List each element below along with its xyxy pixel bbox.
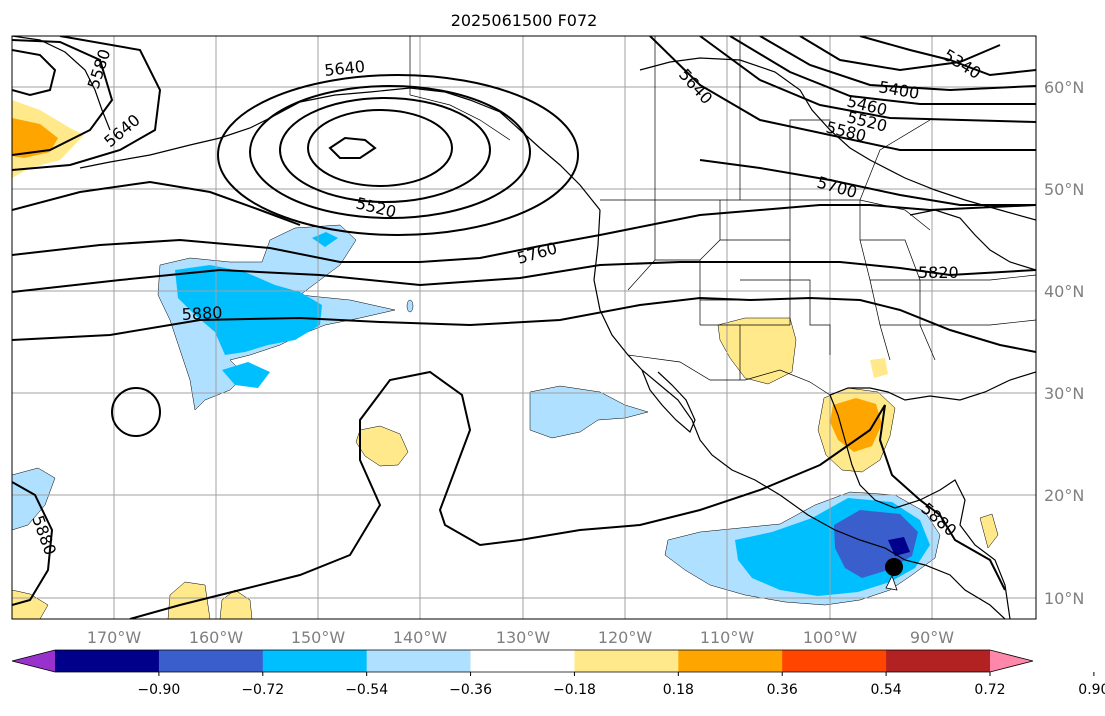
colorbar-extend-min xyxy=(12,650,55,672)
contour-low-4 xyxy=(307,109,453,187)
contour-label-5880-west: 5880 xyxy=(181,303,223,324)
anomaly-negative-far-west xyxy=(12,467,56,531)
contour-nw-low-1 xyxy=(12,49,57,97)
canada-provinces xyxy=(654,36,931,201)
colorbar-segment xyxy=(782,650,887,672)
lat-label-10n: 10°N xyxy=(1044,589,1084,608)
marker-island xyxy=(885,574,898,591)
state-lines-west xyxy=(627,200,831,380)
contour-5700-east xyxy=(699,159,1036,206)
lat-label-20n: 20°N xyxy=(1044,486,1084,505)
contour-5400-east xyxy=(799,36,1001,72)
latitude-axis: 60°N 50°N 40°N 30°N 20°N 10°N xyxy=(1044,78,1084,608)
storm-center-marker xyxy=(885,558,903,576)
lon-label-130w: 130°W xyxy=(496,628,551,647)
contour-5460-east xyxy=(759,36,1036,92)
contour-5580-east xyxy=(699,36,1036,123)
north-america-west-coast xyxy=(593,209,1006,619)
lon-label-100w: 100°W xyxy=(803,628,858,647)
colorbar-tick-label: −0.90 xyxy=(137,682,180,698)
alaska-peninsula xyxy=(79,117,271,169)
map-panel: 5580 5640 5640 5520 5760 5880 5640 5400 … xyxy=(11,35,1037,620)
contour-nw-low-2 xyxy=(12,39,114,156)
anomaly-negative-central-america-peak xyxy=(888,537,910,556)
anomaly-positive-nw-core xyxy=(12,118,58,158)
colorbar-segment xyxy=(158,650,264,672)
colorbar-tick-label: 0.36 xyxy=(767,682,798,698)
colorbar-tick-label: 0.54 xyxy=(871,682,902,698)
colorbar-tick-label: 0.90 xyxy=(1078,682,1105,698)
lat-label-40n: 40°N xyxy=(1044,282,1084,301)
lon-label-170w: 170°W xyxy=(87,628,142,647)
colorbar-segment xyxy=(470,650,575,672)
contour-nw-low-3 xyxy=(12,36,162,171)
longitude-axis: 170°W 160°W 150°W 140°W 130°W 120°W 110°… xyxy=(87,628,954,647)
us-mexico-border xyxy=(627,354,831,396)
gulf-coast xyxy=(829,371,1036,401)
colorbar-extend-max xyxy=(990,650,1033,672)
colorbar-tick-label: −0.72 xyxy=(241,682,284,698)
colorbar-tick-label: −0.36 xyxy=(449,682,492,698)
lon-label-110w: 110°W xyxy=(700,628,755,647)
contour-closed-high xyxy=(111,387,161,437)
colorbar-segment xyxy=(678,650,783,672)
contour-5640-east xyxy=(649,36,1036,151)
contour-far-west-5880 xyxy=(12,481,54,606)
anomaly-positive-texas-spot xyxy=(870,358,888,378)
anomaly-positive-bottom-left xyxy=(167,581,211,619)
lat-label-60n: 60°N xyxy=(1044,78,1084,97)
contour-label-5640-north: 5640 xyxy=(323,57,365,80)
contour-5520-east xyxy=(729,36,1036,105)
alaska-coast xyxy=(269,87,601,211)
lon-label-90w: 90°W xyxy=(910,628,954,647)
anomaly-positive-southwest-us xyxy=(717,317,797,385)
contour-5760 xyxy=(12,204,1036,263)
lon-label-140w: 140°W xyxy=(393,628,448,647)
anomaly-negative-central-pacific-core xyxy=(175,265,322,355)
canada-hudson xyxy=(639,57,1036,221)
lat-label-30n: 30°N xyxy=(1044,384,1084,403)
height-contours xyxy=(12,36,1036,619)
lon-label-120w: 120°W xyxy=(598,628,653,647)
contour-label-5820: 5820 xyxy=(918,263,959,282)
map-border xyxy=(11,35,1037,620)
colorbar-tick-label: 0.18 xyxy=(663,682,694,698)
contour-5820 xyxy=(12,261,1036,293)
colorbar-tick-label: −0.18 xyxy=(553,682,596,698)
contour-low-center xyxy=(328,136,377,159)
anomaly-positive-caribbean xyxy=(979,513,999,549)
contour-low-outer xyxy=(217,74,579,236)
contour-low-2 xyxy=(249,85,531,219)
lon-label-160w: 160°W xyxy=(189,628,244,647)
lat-label-50n: 50°N xyxy=(1044,180,1084,199)
colorbar-segment xyxy=(886,650,991,672)
state-lines-central xyxy=(859,200,1036,361)
contour-low-3 xyxy=(279,97,491,203)
gridlines xyxy=(12,36,1036,619)
colorbar-segment xyxy=(262,650,368,672)
baja-california xyxy=(641,369,696,433)
colorbar-segment xyxy=(574,650,679,672)
mexico-east-coast xyxy=(829,394,1011,619)
east-siberia-coast xyxy=(12,36,111,131)
anomaly-positive-bottom-corner xyxy=(12,589,49,619)
colorbar-outline xyxy=(11,649,1034,673)
contour-5880-pacific-ridge xyxy=(129,370,1006,619)
contour-5340-east xyxy=(859,36,1036,77)
anomaly-negative-central-pacific-spot xyxy=(222,362,270,388)
colorbar: −0.90 −0.72 −0.54 −0.36 −0.18 0.18 0.36 0.54 0.7… xyxy=(11,649,1105,698)
anomaly-positive-gulf-core xyxy=(830,398,882,452)
colorbar-segment xyxy=(366,650,472,672)
map-title: 2025061500 F072 xyxy=(451,11,598,30)
anomaly-negative-small-spot xyxy=(406,299,414,313)
contour-5700-west xyxy=(12,180,301,226)
contour-5880 xyxy=(12,296,1036,353)
lon-label-150w: 150°W xyxy=(291,628,346,647)
colorbar-tick-label: −0.54 xyxy=(345,682,388,698)
colorbar-segment xyxy=(55,650,160,672)
colorbar-tick-label: 0.72 xyxy=(974,682,1005,698)
